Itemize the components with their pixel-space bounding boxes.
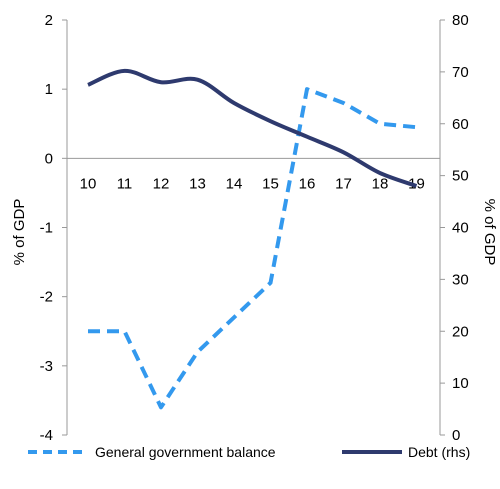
legend-label-debt: Debt (rhs)	[408, 444, 470, 460]
x-axis-ticks: 10 11 12 13 14 15 16 17 18 19	[80, 175, 425, 192]
x-tick-label: 14	[226, 175, 243, 192]
right-tick-label: 30	[452, 271, 469, 288]
series-layer	[87, 68, 418, 410]
x-tick-label: 15	[262, 175, 279, 192]
right-tick-label: 40	[452, 220, 469, 237]
x-tick-label: 18	[372, 175, 389, 192]
left-tick-label: -1	[40, 220, 53, 237]
left-tick-label: -2	[40, 289, 53, 306]
x-tick-label: 16	[299, 175, 316, 192]
left-tick-label: 0	[45, 150, 53, 167]
left-axis-ticks: 2 1 0 -1 -2 -3 -4	[40, 12, 67, 444]
x-tick-label: 17	[335, 175, 352, 192]
right-tick-label: 10	[452, 375, 469, 392]
left-tick-label: -4	[40, 427, 53, 444]
y-axis-label-left: % of GDP	[11, 199, 28, 266]
left-tick-label: 2	[45, 12, 53, 29]
legend-label-balance: General government balance	[95, 444, 276, 460]
y-axis-label-right: % of GDP	[481, 199, 498, 266]
series-line-general-government-balance	[88, 87, 417, 410]
right-tick-label: 70	[452, 64, 469, 81]
x-tick-label: 11	[117, 175, 133, 192]
right-axis-ticks: 80 70 60 50 40 30 20 10 0	[440, 12, 469, 444]
right-tick-label: 80	[452, 12, 469, 29]
left-tick-label: -3	[40, 358, 53, 375]
series-line-debt	[87, 68, 418, 188]
x-tick-label: 19	[408, 175, 425, 192]
x-tick-label: 10	[80, 175, 97, 192]
legend: General government balance Debt (rhs)	[28, 444, 470, 460]
right-tick-label: 50	[452, 168, 469, 185]
right-tick-label: 20	[452, 323, 469, 340]
x-tick-label: 13	[189, 175, 206, 192]
left-tick-label: 1	[45, 81, 53, 98]
right-tick-label: 60	[452, 116, 469, 133]
right-tick-label: 0	[452, 427, 460, 444]
x-tick-label: 12	[153, 175, 170, 192]
